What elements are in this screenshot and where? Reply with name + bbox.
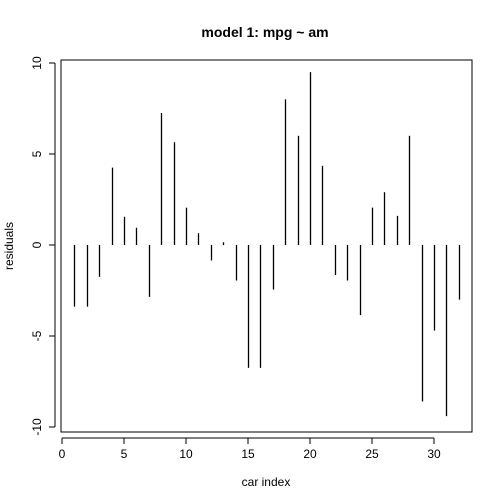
chart-title: model 1: mpg ~ am	[201, 24, 328, 40]
x-tick-label-0: 0	[59, 447, 66, 461]
x-tick-label-10: 10	[179, 447, 193, 461]
x-axis-label: car index	[242, 475, 291, 489]
x-tick-label-25: 25	[365, 447, 379, 461]
y-tick-label-5: 5	[30, 150, 44, 157]
y-tick-label-10: 10	[30, 56, 44, 70]
x-tick-label-20: 20	[303, 447, 317, 461]
plot-frame	[60, 59, 473, 433]
x-axis: 0 5 10 15 20 25 30	[59, 437, 441, 461]
y-tick-label--5: -5	[30, 330, 44, 341]
x-tick-label-30: 30	[427, 447, 441, 461]
x-tick-label-15: 15	[241, 447, 255, 461]
bar-series	[73, 72, 461, 417]
x-tick-label-5: 5	[121, 447, 128, 461]
y-tick-label--10: -10	[30, 418, 44, 436]
y-axis: -10 -5 0 5 10	[30, 56, 56, 436]
y-axis-label: residuals	[2, 222, 16, 270]
y-tick-label-0: 0	[30, 241, 44, 248]
